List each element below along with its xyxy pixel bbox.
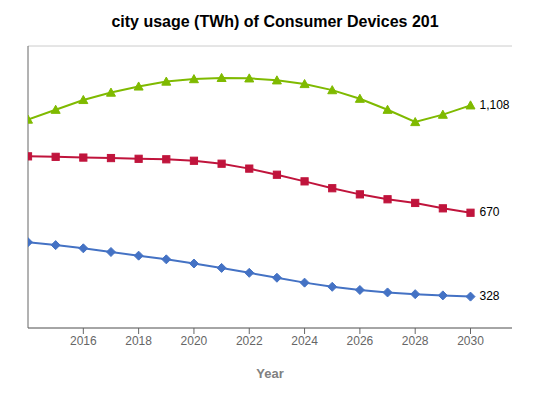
svg-text:2028: 2028 xyxy=(402,334,429,348)
svg-text:670: 670 xyxy=(480,205,500,219)
svg-text:2020: 2020 xyxy=(181,334,208,348)
svg-text:2016: 2016 xyxy=(70,334,97,348)
svg-text:1,108: 1,108 xyxy=(480,98,510,112)
svg-text:2024: 2024 xyxy=(291,334,318,348)
svg-text:Year: Year xyxy=(256,366,283,381)
svg-text:2018: 2018 xyxy=(125,334,152,348)
svg-text:328: 328 xyxy=(480,289,500,303)
html-text:city usage (TWh) of Consumer D: city usage (TWh) of Consumer Devices 201 xyxy=(111,13,439,30)
svg-text:2022: 2022 xyxy=(236,334,263,348)
svg-text:2026: 2026 xyxy=(347,334,374,348)
svg-text:2030: 2030 xyxy=(457,334,484,348)
